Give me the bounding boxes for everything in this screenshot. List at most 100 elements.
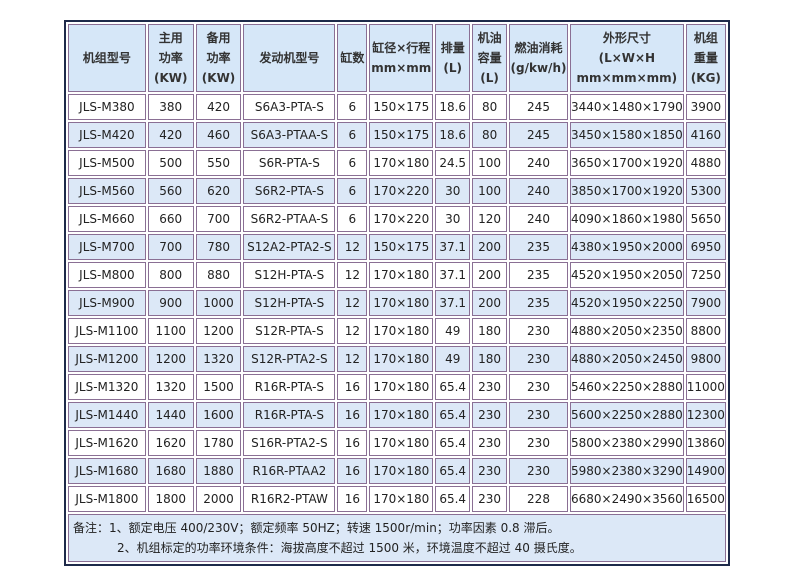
table-cell: JLS-M380: [68, 94, 146, 120]
table-cell: 37.1: [435, 234, 471, 260]
column-header: 机油 容量 (L): [472, 24, 508, 92]
table-cell: 49: [435, 346, 471, 372]
table-row: JLS-M1680 1680 1880 R16R-PTAA2 16 170×180 65.4…: [68, 458, 726, 484]
column-header-line: (KW): [201, 71, 236, 85]
column-header-line: 发动机型号: [259, 51, 320, 65]
table-cell: 5800×2380×2990: [569, 430, 684, 456]
table-cell: 30: [435, 178, 471, 204]
table-cell: 460: [195, 122, 242, 148]
table-cell: 8800: [685, 318, 726, 344]
table-cell: 16: [337, 458, 368, 484]
table-cell: S6R2-PTAA-S: [243, 206, 336, 232]
table-cell: 16500: [685, 486, 726, 512]
table-cell: 1320: [195, 346, 242, 372]
table-cell: 235: [509, 290, 568, 316]
table-cell: 12: [337, 346, 368, 372]
table-cell: JLS-M1100: [68, 318, 146, 344]
table-cell: 240: [509, 206, 568, 232]
table-cell: JLS-M560: [68, 178, 146, 204]
table-cell: 4520×1950×2250: [569, 290, 684, 316]
table-cell: 170×180: [369, 290, 434, 316]
table-cell: JLS-M1440: [68, 402, 146, 428]
table-cell: 80: [472, 122, 508, 148]
table-cell: 100: [472, 150, 508, 176]
table-cell: 230: [472, 486, 508, 512]
table-cell: 5980×2380×3290: [569, 458, 684, 484]
table-cell: 4880×2050×2350: [569, 318, 684, 344]
table-cell: 5650: [685, 206, 726, 232]
table-cell: R16R2-PTAW: [243, 486, 336, 512]
table-cell: 150×175: [369, 122, 434, 148]
table-cell: 1320: [147, 374, 194, 400]
table-cell: 2000: [195, 486, 242, 512]
table-cell: 3900: [685, 94, 726, 120]
table-cell: 228: [509, 486, 568, 512]
table-cell: 230: [509, 346, 568, 372]
table-cell: 1200: [195, 318, 242, 344]
table-row: JLS-M660 660 700 S6R2-PTAA-S 6 170×220 30 120 24…: [68, 206, 726, 232]
table-cell: 235: [509, 234, 568, 260]
table-cell: 12: [337, 234, 368, 260]
table-cell: 880: [195, 262, 242, 288]
table-cell: 12: [337, 262, 368, 288]
notes-row: 备注：1、额定电压 400/230V；额定频率 50HZ；转速 1500r/mi…: [68, 514, 726, 562]
column-header-line: 缸径×行程: [372, 41, 431, 55]
table-cell: 65.4: [435, 374, 471, 400]
table-cell: 1800: [147, 486, 194, 512]
column-header: 备用 功率 (KW): [195, 24, 242, 92]
table-cell: 700: [195, 206, 242, 232]
table-cell: 6: [337, 122, 368, 148]
table-cell: S12R-PTA2-S: [243, 346, 336, 372]
table-cell: 18.6: [435, 94, 471, 120]
table-cell: JLS-M1800: [68, 486, 146, 512]
column-header: 外形尺寸 (L×W×H mm×mm×mm): [569, 24, 684, 92]
table-cell: 170×180: [369, 486, 434, 512]
table-cell: 6: [337, 150, 368, 176]
table-cell: 660: [147, 206, 194, 232]
table-cell: 560: [147, 178, 194, 204]
column-header-line: 排量: [440, 41, 465, 55]
column-header-line: mm×mm: [371, 61, 432, 75]
table-cell: 6: [337, 94, 368, 120]
column-header-line: 重量: [693, 51, 718, 65]
table-cell: 3850×1700×1920: [569, 178, 684, 204]
table-cell: 180: [472, 346, 508, 372]
table-cell: 1680: [147, 458, 194, 484]
column-header: 缸径×行程 mm×mm: [369, 24, 434, 92]
table-row: JLS-M1800 1800 2000 R16R2-PTAW 16 170×180 65.4…: [68, 486, 726, 512]
table-cell: 6: [337, 178, 368, 204]
table-cell: 170×180: [369, 402, 434, 428]
table-cell: 180: [472, 318, 508, 344]
table-row: JLS-M420 420 460 S6A3-PTAA-S 6 150×175 18.6 80 2…: [68, 122, 726, 148]
table-cell: 16: [337, 486, 368, 512]
column-header: 主用 功率 (KW): [147, 24, 194, 92]
table-cell: 1440: [147, 402, 194, 428]
table-cell: 170×180: [369, 374, 434, 400]
column-header: 机组 重量 (KG): [685, 24, 726, 92]
table-cell: JLS-M660: [68, 206, 146, 232]
column-header-line: 缸数: [340, 51, 365, 65]
table-row: JLS-M700 700 780 S12A2-PTA2-S 12 150×175 37.1 2…: [68, 234, 726, 260]
table-cell: 4160: [685, 122, 726, 148]
table-cell: 4380×1950×2000: [569, 234, 684, 260]
table-cell: 150×175: [369, 234, 434, 260]
table-cell: 4090×1860×1980: [569, 206, 684, 232]
table-cell: 49: [435, 318, 471, 344]
table-cell: 900: [147, 290, 194, 316]
table-cell: 18.6: [435, 122, 471, 148]
table-cell: 230: [472, 402, 508, 428]
table-cell: 700: [147, 234, 194, 260]
column-header-line: mm×mm×mm): [576, 71, 678, 85]
table-cell: 1000: [195, 290, 242, 316]
table-cell: JLS-M1200: [68, 346, 146, 372]
table-cell: 170×180: [369, 430, 434, 456]
table-cell: 1880: [195, 458, 242, 484]
table-cell: JLS-M800: [68, 262, 146, 288]
table-cell: R16R-PTAA2: [243, 458, 336, 484]
table-cell: 3450×1580×1850: [569, 122, 684, 148]
table-cell: 1780: [195, 430, 242, 456]
table-cell: 170×180: [369, 458, 434, 484]
table-cell: R16R-PTA-S: [243, 402, 336, 428]
table-cell: JLS-M500: [68, 150, 146, 176]
table-row: JLS-M1200 1200 1320 S12R-PTA2-S 12 170×180 49 1…: [68, 346, 726, 372]
